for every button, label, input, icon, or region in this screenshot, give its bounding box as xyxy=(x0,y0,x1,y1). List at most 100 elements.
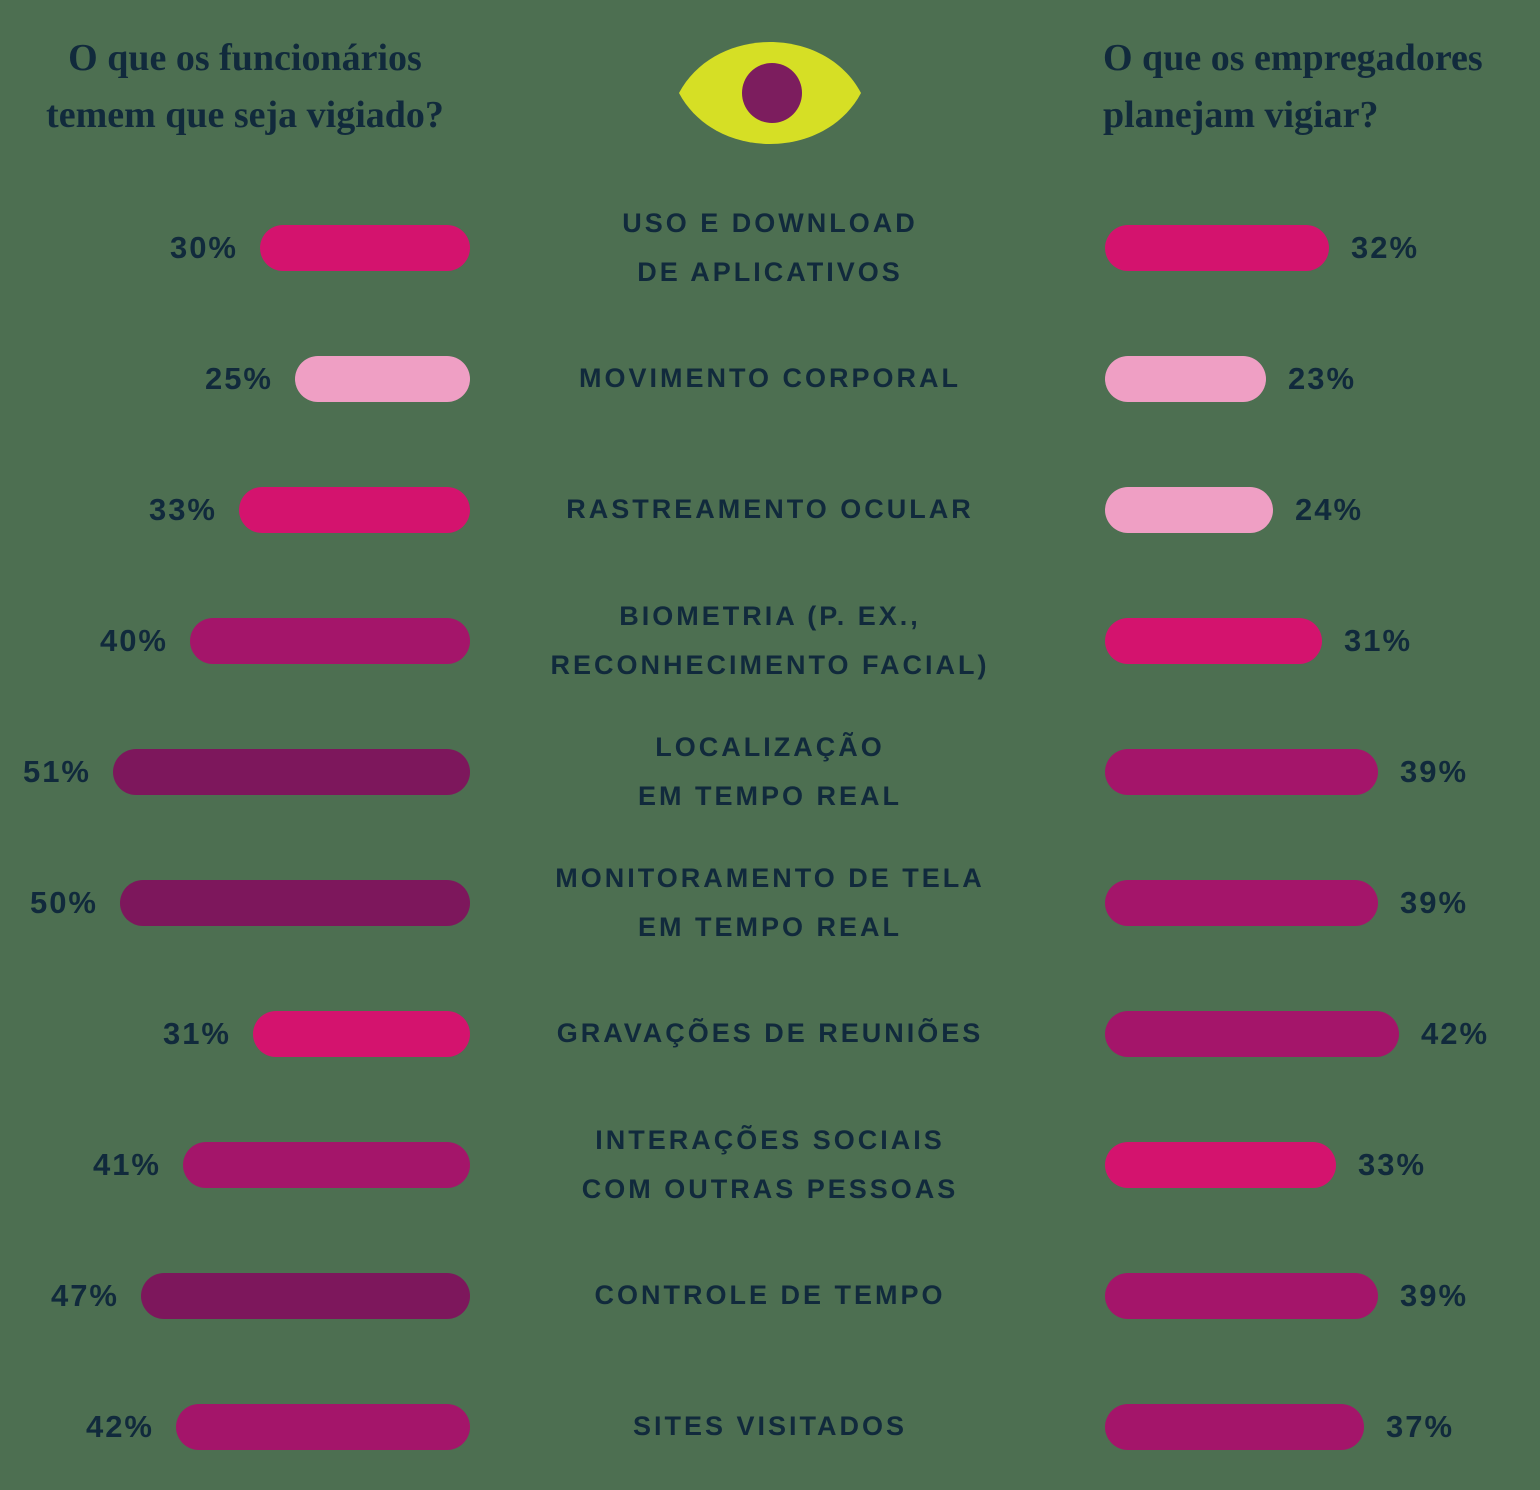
right-bar xyxy=(1105,224,1329,271)
row-right-cell: 24% xyxy=(1040,486,1540,533)
right-bar-value-label: 24% xyxy=(1295,491,1364,527)
row-left-cell: 51% xyxy=(0,748,500,795)
chart-row: 40% BIOMETRIA (P. EX., RECONHECIMENTO FACI… xyxy=(0,575,1540,706)
left-question-title: O que os funcionários temem que seja vig… xyxy=(0,30,490,144)
left-bar-value-label: 47% xyxy=(50,1277,119,1313)
left-bar xyxy=(260,224,470,271)
category-label-line: EM TEMPO REAL xyxy=(637,911,902,942)
chart-row: 51% LOCALIZAÇÃO EM TEMPO REAL 39% xyxy=(0,706,1540,837)
left-bar-value-label: 40% xyxy=(99,622,168,658)
right-question-line1: O que os empregadores xyxy=(1103,37,1483,79)
category-label: BIOMETRIA (P. EX., RECONHECIMENTO FACIAL) xyxy=(500,592,1040,690)
right-question-title: O que os empregadores planejam vigiar? xyxy=(1103,30,1540,144)
left-bar-value-label: 25% xyxy=(204,360,273,396)
row-left-cell: 40% xyxy=(0,617,500,664)
right-bar xyxy=(1105,1141,1336,1188)
left-bar xyxy=(253,1010,470,1057)
left-bar-value-label: 50% xyxy=(29,884,98,920)
category-label-line: COM OUTRAS PESSOAS xyxy=(581,1173,959,1204)
row-right-cell: 37% xyxy=(1040,1403,1540,1450)
left-question-line1: O que os funcionários xyxy=(68,37,422,79)
right-bar-value-label: 39% xyxy=(1400,884,1469,920)
left-bar xyxy=(183,1141,470,1188)
chart-row: 30% USO E DOWNLOAD DE APLICATIVOS 32% xyxy=(0,182,1540,313)
category-label: LOCALIZAÇÃO EM TEMPO REAL xyxy=(500,723,1040,821)
category-label: USO E DOWNLOAD DE APLICATIVOS xyxy=(500,199,1040,297)
chart-row: 50% MONITORAMENTO DE TELA EM TEMPO REAL 39% xyxy=(0,837,1540,968)
right-bar xyxy=(1105,355,1266,402)
eye-icon-svg xyxy=(679,42,861,144)
right-bar xyxy=(1105,1010,1399,1057)
left-bar-value-label: 31% xyxy=(162,1015,231,1051)
chart-row: 47% CONTROLE DE TEMPO 39% xyxy=(0,1230,1540,1361)
category-label: MOVIMENTO CORPORAL xyxy=(500,354,1040,403)
category-label: SITES VISITADOS xyxy=(500,1402,1040,1451)
left-bar-value-label: 33% xyxy=(148,491,217,527)
right-bar xyxy=(1105,486,1273,533)
category-label-line: DE APLICATIVOS xyxy=(637,256,903,287)
category-label-line: GRAVAÇÕES DE REUNIÕES xyxy=(556,1018,984,1048)
left-bar-value-label: 42% xyxy=(85,1408,154,1444)
chart-row: 41% INTERAÇÕES SOCIAIS COM OUTRAS PESSOAS 3… xyxy=(0,1099,1540,1230)
category-label-line: SITES VISITADOS xyxy=(632,1411,908,1441)
eye-icon xyxy=(677,37,863,149)
row-right-cell: 42% xyxy=(1040,1010,1540,1057)
row-left-cell: 41% xyxy=(0,1141,500,1188)
category-label-line: CONTROLE DE TEMPO xyxy=(594,1280,946,1310)
right-bar xyxy=(1105,1403,1364,1450)
eye-pupil-shape xyxy=(742,63,802,123)
row-right-cell: 33% xyxy=(1040,1141,1540,1188)
chart-row: 25% MOVIMENTO CORPORAL 23% xyxy=(0,313,1540,444)
row-right-cell: 39% xyxy=(1040,879,1540,926)
right-bar-value-label: 31% xyxy=(1344,622,1413,658)
left-bar xyxy=(239,486,470,533)
chart-row: 33% RASTREAMENTO OCULAR 24% xyxy=(0,444,1540,575)
row-right-cell: 39% xyxy=(1040,748,1540,795)
category-label-line: EM TEMPO REAL xyxy=(637,780,902,811)
right-bar xyxy=(1105,748,1378,795)
category-label: CONTROLE DE TEMPO xyxy=(500,1271,1040,1320)
right-bar-value-label: 33% xyxy=(1358,1146,1427,1182)
right-bar xyxy=(1105,617,1322,664)
right-bar-value-label: 37% xyxy=(1386,1408,1455,1444)
row-right-cell: 39% xyxy=(1040,1272,1540,1319)
category-label-line: RECONHECIMENTO FACIAL) xyxy=(550,649,990,680)
category-label-line: LOCALIZAÇÃO xyxy=(655,731,885,762)
left-bar-value-label: 41% xyxy=(92,1146,161,1182)
row-right-cell: 32% xyxy=(1040,224,1540,271)
left-bar xyxy=(113,748,470,795)
row-right-cell: 23% xyxy=(1040,355,1540,402)
row-left-cell: 47% xyxy=(0,1272,500,1319)
category-label: MONITORAMENTO DE TELA EM TEMPO REAL xyxy=(500,854,1040,952)
chart-row: 31% GRAVAÇÕES DE REUNIÕES 42% xyxy=(0,968,1540,1099)
chart-rows: 30% USO E DOWNLOAD DE APLICATIVOS 32% 25% MOV… xyxy=(0,182,1540,1490)
left-bar xyxy=(176,1403,470,1450)
row-left-cell: 42% xyxy=(0,1403,500,1450)
category-label-line: USO E DOWNLOAD xyxy=(622,207,918,238)
right-bar-value-label: 42% xyxy=(1421,1015,1490,1051)
row-right-cell: 31% xyxy=(1040,617,1540,664)
row-left-cell: 30% xyxy=(0,224,500,271)
row-left-cell: 31% xyxy=(0,1010,500,1057)
right-bar xyxy=(1105,1272,1378,1319)
row-left-cell: 33% xyxy=(0,486,500,533)
left-bar-value-label: 51% xyxy=(22,753,91,789)
left-bar xyxy=(190,617,470,664)
category-label: RASTREAMENTO OCULAR xyxy=(500,485,1040,534)
left-bar xyxy=(120,879,470,926)
right-bar-value-label: 23% xyxy=(1288,360,1357,396)
category-label-line: RASTREAMENTO OCULAR xyxy=(566,494,974,524)
right-bar-value-label: 32% xyxy=(1351,229,1420,265)
category-label: INTERAÇÕES SOCIAIS COM OUTRAS PESSOAS xyxy=(500,1116,1040,1214)
category-label-line: MOVIMENTO CORPORAL xyxy=(578,363,961,393)
category-label: GRAVAÇÕES DE REUNIÕES xyxy=(500,1009,1040,1058)
right-bar-value-label: 39% xyxy=(1400,1277,1469,1313)
right-question-line2: planejam vigiar? xyxy=(1103,94,1379,136)
category-label-line: MONITORAMENTO DE TELA xyxy=(555,862,985,893)
left-question-line2: temem que seja vigiado? xyxy=(46,94,444,136)
row-left-cell: 50% xyxy=(0,879,500,926)
chart-row: 42% SITES VISITADOS 37% xyxy=(0,1361,1540,1490)
right-bar-value-label: 39% xyxy=(1400,753,1469,789)
left-bar-value-label: 30% xyxy=(169,229,238,265)
